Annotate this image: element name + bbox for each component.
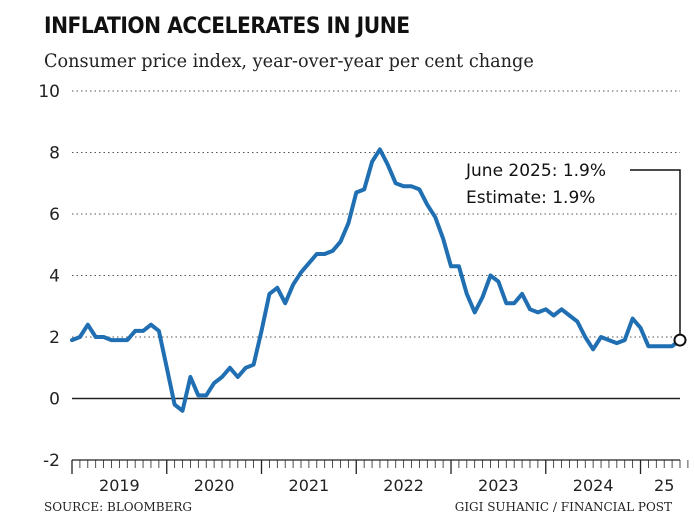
axis-layer: -2 0 2 4 6 8 10 2019 2020 2021 2022 2023 2024 25 (38, 82, 689, 495)
x-tick-label: 25 (654, 476, 674, 495)
annotation-leader-line (630, 169, 681, 335)
x-tick-label: 2022 (383, 476, 424, 495)
y-tick-label: 0 (49, 390, 60, 410)
series-layer (70, 147, 682, 413)
y-tick-label: 6 (49, 205, 60, 225)
x-tick-label: 2023 (478, 476, 519, 495)
end-point-marker (673, 333, 687, 347)
chart-title: INFLATION ACCELERATES IN JUNE (44, 14, 410, 39)
y-tick-label: 2 (49, 328, 60, 348)
annotation-layer: June 2025: 1.9% Estimate: 1.9% (465, 161, 687, 347)
annotation-label: June 2025: 1.9% (465, 161, 606, 181)
chart-subtitle: Consumer price index, year-over-year per… (44, 50, 534, 72)
x-tick-label: 2021 (289, 476, 330, 495)
x-tick-label: 2024 (573, 476, 614, 495)
credit-note: GIGI SUHANIC / FINANCIAL POST (454, 500, 672, 514)
y-tick-label: -2 (43, 451, 60, 471)
cpi-series-line (70, 147, 682, 413)
annotation-label: Estimate: 1.9% (466, 188, 595, 208)
y-tick-label: 10 (38, 82, 60, 102)
y-tick-label: 8 (49, 144, 60, 164)
y-tick-label: 4 (49, 267, 60, 287)
x-tick-label: 2019 (99, 476, 140, 495)
x-tick-label: 2020 (194, 476, 235, 495)
source-note: SOURCE: BLOOMBERG (44, 500, 192, 514)
